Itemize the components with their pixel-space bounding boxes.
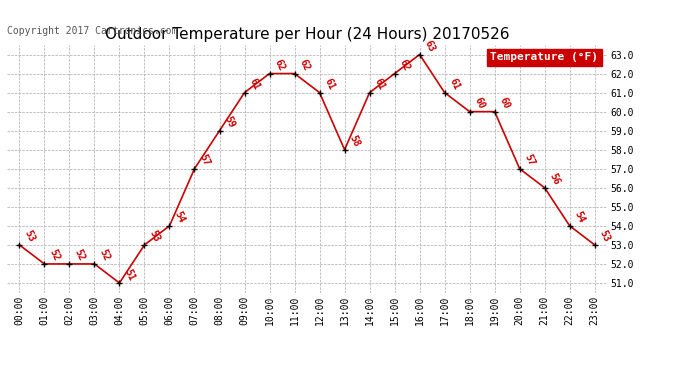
Text: Temperature (°F): Temperature (°F): [490, 53, 598, 62]
Text: 57: 57: [197, 153, 212, 168]
Text: 60: 60: [497, 96, 512, 111]
Text: 61: 61: [448, 77, 462, 92]
Title: Outdoor Temperature per Hour (24 Hours) 20170526: Outdoor Temperature per Hour (24 Hours) …: [105, 27, 509, 42]
Text: 58: 58: [348, 134, 362, 149]
Text: 51: 51: [122, 267, 137, 282]
Text: 62: 62: [273, 58, 286, 73]
Text: 61: 61: [322, 77, 337, 92]
Text: 62: 62: [297, 58, 312, 73]
Text: 61: 61: [373, 77, 386, 92]
Text: 52: 52: [72, 248, 86, 263]
Text: 60: 60: [473, 96, 486, 111]
Text: 56: 56: [548, 172, 562, 187]
Text: 61: 61: [248, 77, 262, 92]
Text: 63: 63: [422, 39, 437, 54]
Text: 53: 53: [22, 229, 37, 244]
Text: 57: 57: [522, 153, 537, 168]
Text: 53: 53: [148, 229, 161, 244]
Text: 59: 59: [222, 115, 237, 130]
Text: 53: 53: [598, 229, 612, 244]
Text: 54: 54: [573, 210, 586, 225]
Text: 62: 62: [397, 58, 412, 73]
Text: 52: 52: [48, 248, 61, 263]
Text: 52: 52: [97, 248, 112, 263]
Text: Copyright 2017 Cartronics.com: Copyright 2017 Cartronics.com: [7, 26, 177, 36]
Text: 54: 54: [172, 210, 186, 225]
